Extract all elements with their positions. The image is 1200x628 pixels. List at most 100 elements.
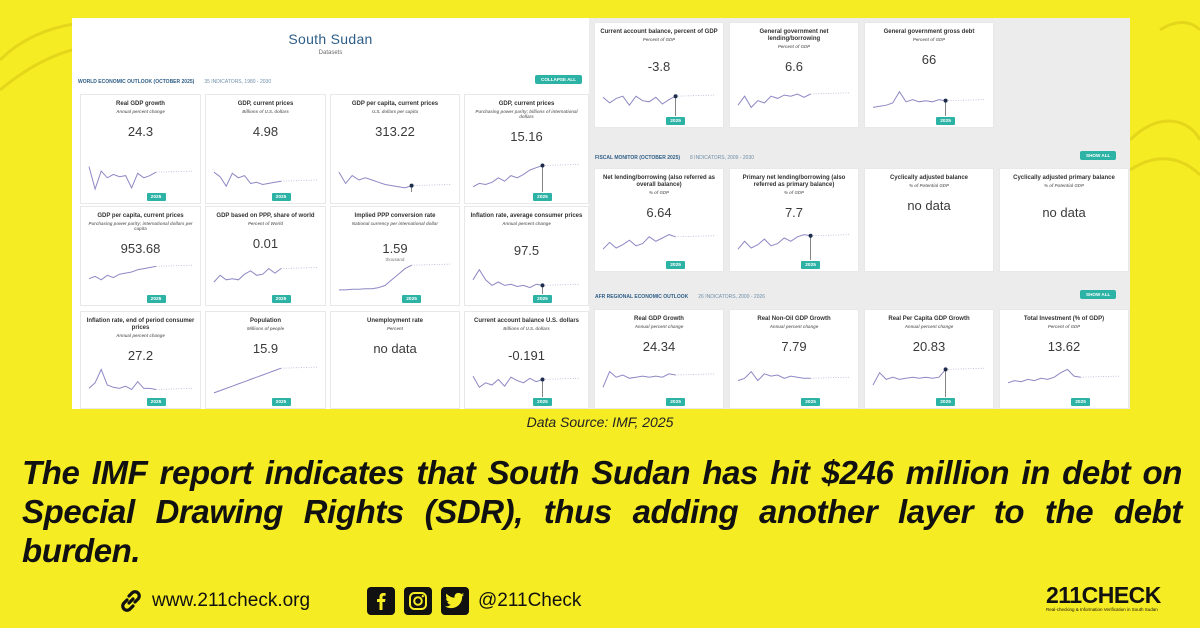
sparkline-series: [339, 172, 412, 188]
indicator-card[interactable]: Real GDP Growth Annual percent change 24.3…: [594, 309, 724, 409]
indicator-card[interactable]: Cyclically adjusted balance % of Potentia…: [864, 168, 994, 272]
twitter-icon[interactable]: [441, 587, 469, 615]
social-links: @211Check: [367, 587, 581, 615]
indicator-card[interactable]: General government gross debt Percent of …: [864, 22, 994, 128]
year-badge[interactable]: 2025: [147, 398, 166, 406]
sparkline: [465, 207, 590, 307]
indicator-subtitle: % of Potential GDP: [869, 183, 989, 188]
sparkline-series: [89, 369, 156, 389]
indicator-card[interactable]: Cyclically adjusted primary balance % of …: [999, 168, 1129, 272]
indicator-card[interactable]: General government net lending/borrowing…: [729, 22, 859, 128]
sparkline-projection: [676, 236, 715, 237]
sparkline-projection: [811, 93, 850, 94]
social-handle: @211Check: [478, 590, 581, 612]
section-name: WORLD ECONOMIC OUTLOOK (OCTOBER 2025): [78, 79, 194, 85]
sparkline: [206, 207, 327, 307]
link-icon: [118, 588, 144, 614]
sparkline: [81, 312, 202, 409]
year-marker-dot: [944, 367, 948, 371]
sparkline-projection: [543, 284, 581, 285]
year-badge[interactable]: 2025: [801, 398, 820, 406]
year-badge[interactable]: 2025: [1071, 398, 1090, 406]
sparkline-series: [738, 94, 811, 107]
indicator-card[interactable]: Real GDP growth Annual percent change 24.3…: [80, 94, 201, 204]
year-marker-dot: [541, 283, 545, 287]
show-all-button[interactable]: SHOW ALL: [1080, 151, 1116, 160]
sparkline-series: [89, 167, 156, 189]
sparkline: [595, 169, 725, 273]
year-badge[interactable]: 2025: [533, 295, 552, 303]
show-all-button[interactable]: SHOW ALL: [1080, 290, 1116, 299]
datasets-subtitle: Datasets: [72, 50, 589, 56]
indicator-card[interactable]: Population Millions of people 15.9 2025: [205, 311, 326, 409]
sparkline-series: [1008, 369, 1081, 382]
year-badge[interactable]: 2025: [666, 398, 685, 406]
sparkline-series: [473, 270, 543, 288]
sparkline-series: [214, 368, 281, 393]
year-badge[interactable]: 2025: [801, 261, 820, 269]
sparkline-projection: [676, 95, 715, 96]
sparkline-projection: [946, 100, 985, 101]
indicator-card[interactable]: Real Per Capita GDP Growth Annual percent…: [864, 309, 994, 409]
website-link[interactable]: www.211check.org: [118, 588, 310, 614]
year-badge[interactable]: 2025: [533, 193, 552, 201]
year-badge[interactable]: 2025: [147, 193, 166, 201]
year-badge[interactable]: 2025: [936, 398, 955, 406]
sparkline: [206, 312, 327, 409]
indicator-title: Cyclically adjusted primary balance% of …: [1004, 175, 1124, 188]
year-badge[interactable]: 2025: [272, 398, 291, 406]
facebook-icon[interactable]: [367, 587, 395, 615]
indicator-title: Unemployment rate Percent: [335, 318, 455, 331]
sparkline: [595, 310, 725, 409]
sparkline: [331, 95, 461, 205]
sparkline-series: [738, 372, 811, 381]
indicator-card[interactable]: Implied PPP conversion rate National curr…: [330, 206, 460, 306]
data-source: Data Source: IMF, 2025: [0, 414, 1200, 430]
year-badge[interactable]: 2025: [272, 193, 291, 201]
indicator-value: no data: [331, 341, 459, 356]
indicator-title-text: Unemployment rate: [335, 318, 455, 325]
indicator-card[interactable]: Unemployment rate Percent no data: [330, 311, 460, 409]
indicator-card[interactable]: Current account balance, percent of GDP P…: [594, 22, 724, 128]
section-meta: 26 INDICATORS, 2000 - 2026: [698, 294, 765, 300]
sparkline-series: [89, 266, 156, 279]
indicator-subtitle: Percent: [335, 326, 455, 331]
year-badge[interactable]: 2025: [402, 295, 421, 303]
year-badge[interactable]: 2025: [936, 117, 955, 125]
indicator-card[interactable]: Net lending/borrowing (also referred as …: [594, 168, 724, 272]
sparkline-projection: [156, 265, 192, 266]
indicator-card[interactable]: GDP, current prices Purchasing power pari…: [464, 94, 589, 204]
sparkline: [730, 169, 860, 273]
indicator-card[interactable]: Real Non-Oil GDP Growth Annual percent ch…: [729, 309, 859, 409]
year-marker-dot: [410, 184, 414, 188]
sparkline-projection: [412, 264, 451, 265]
year-badge[interactable]: 2025: [533, 398, 552, 406]
indicator-card[interactable]: GDP per capita, current prices Purchasing…: [80, 206, 201, 306]
indicator-card[interactable]: Inflation rate, end of period consumer p…: [80, 311, 201, 409]
sparkline-series: [603, 96, 676, 105]
sparkline-projection: [543, 164, 581, 165]
indicator-subtitle: % of Potential GDP: [1004, 183, 1124, 188]
year-badge[interactable]: 2025: [666, 117, 685, 125]
indicator-card[interactable]: Primary net lending/borrowing (also refe…: [729, 168, 859, 272]
indicator-card[interactable]: Inflation rate, average consumer prices A…: [464, 206, 589, 306]
indicator-card[interactable]: GDP based on PPP, share of world Percent …: [205, 206, 326, 306]
indicator-card[interactable]: GDP, current prices Billions of U.S. doll…: [205, 94, 326, 204]
collapse-all-button[interactable]: COLLAPSE ALL: [535, 75, 582, 84]
indicator-card[interactable]: GDP per capita, current prices U.S. dolla…: [330, 94, 460, 204]
sparkline-projection: [412, 185, 451, 186]
website-text: www.211check.org: [152, 590, 310, 612]
sparkline-series: [603, 372, 676, 388]
indicator-card[interactable]: Total Investment (% of GDP) Percent of GD…: [999, 309, 1129, 409]
sparkline: [81, 95, 202, 205]
instagram-icon[interactable]: [404, 587, 432, 615]
sparkline-projection: [156, 171, 192, 172]
sparkline: [865, 310, 995, 409]
year-badge[interactable]: 2025: [272, 295, 291, 303]
indicator-value: no data: [865, 198, 993, 213]
year-badge[interactable]: 2025: [666, 261, 685, 269]
sparkline: [465, 95, 590, 205]
year-badge[interactable]: 2025: [147, 295, 166, 303]
indicator-card[interactable]: Current account balance U.S. dollars Bill…: [464, 311, 589, 409]
section-meta: 35 INDICATORS, 1980 - 2030: [204, 79, 271, 85]
